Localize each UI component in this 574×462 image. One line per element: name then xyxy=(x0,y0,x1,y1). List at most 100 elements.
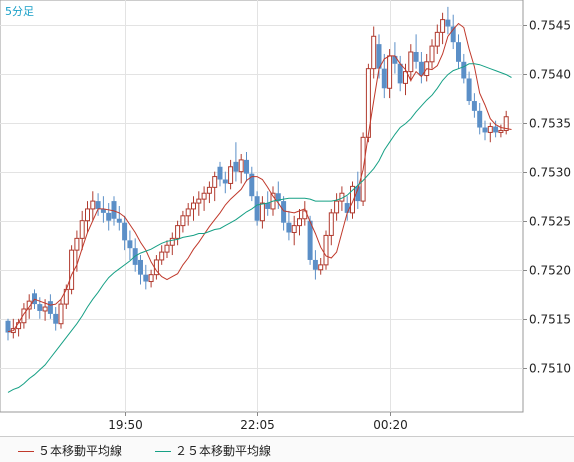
y-tick-label: 0.7535 xyxy=(529,117,571,131)
candle-body-down xyxy=(376,44,382,69)
candle-body-up xyxy=(206,186,212,194)
candle-body-down xyxy=(244,159,249,174)
candle-body-down xyxy=(445,19,451,27)
candle-body-down xyxy=(249,173,255,197)
candle-body-up xyxy=(148,274,154,283)
candle-body-up xyxy=(201,192,207,200)
x-tick-label: 00:20 xyxy=(373,418,408,432)
candle-body-up xyxy=(21,308,27,324)
candle-body-down xyxy=(138,259,143,275)
candle-body-up xyxy=(387,55,393,89)
candle-body-down xyxy=(233,161,239,172)
legend-ma25: ２５本移動平均線 xyxy=(155,442,271,459)
candle-body-up xyxy=(328,212,334,236)
candle-body-down xyxy=(222,179,228,184)
candle-body-down xyxy=(461,61,467,79)
candle-body-up xyxy=(503,116,509,131)
candle-body-down xyxy=(143,274,149,282)
candle-body-up xyxy=(297,218,302,227)
candle-body-up xyxy=(318,264,324,271)
candle-body-up xyxy=(238,159,244,173)
legend-ma5-swatch xyxy=(18,451,34,452)
candle-body-up xyxy=(85,208,90,222)
candle-body-up xyxy=(159,251,165,261)
candle-body-up xyxy=(69,249,75,290)
y-tick-label: 0.7540 xyxy=(529,68,571,82)
candle-body-up xyxy=(350,185,355,214)
candle-body-down xyxy=(53,313,59,324)
candle-body-up xyxy=(259,202,265,222)
candle-body-up xyxy=(26,300,32,310)
candle-body-down xyxy=(254,196,260,221)
candle-body-down xyxy=(381,68,387,89)
candle-body-up xyxy=(169,237,175,246)
candle-body-down xyxy=(477,110,483,128)
candle-body-up xyxy=(429,45,435,63)
candle-body-down xyxy=(466,78,472,102)
candle-body-up xyxy=(291,225,297,233)
candle-body-down xyxy=(286,222,292,233)
y-tick-label: 0.7525 xyxy=(529,215,571,229)
candle-body-down xyxy=(106,212,112,221)
y-tick-label: 0.7545 xyxy=(529,19,571,33)
candle-body-up xyxy=(498,129,504,133)
candle-body-up xyxy=(212,176,218,188)
candle-body-down xyxy=(100,208,106,213)
candle-body-down xyxy=(493,126,499,133)
candle-body-up xyxy=(74,237,80,251)
candle-body-down xyxy=(344,203,350,213)
candle-body-down xyxy=(265,203,271,209)
legend-ma5: ５本移動平均線 xyxy=(18,442,122,459)
timeframe-label: 5分足 xyxy=(5,5,34,18)
candle-body-down xyxy=(482,127,488,133)
candle-body-up xyxy=(487,126,493,133)
candle-body-down xyxy=(217,166,223,180)
candle-body-up xyxy=(323,234,329,266)
legend-ma25-swatch xyxy=(155,451,171,452)
candle-body-up xyxy=(164,244,170,253)
candle-body-down xyxy=(275,193,281,202)
y-tick-label: 0.7515 xyxy=(529,313,571,327)
candle-body-up xyxy=(196,198,202,204)
ma25-line xyxy=(7,63,512,393)
candlestick-chart: 0.7545 0.7540 0.7535 0.7530 0.7525 0.7520 0.75… xyxy=(0,0,571,432)
x-tick-label: 19:50 xyxy=(108,418,143,432)
candle-body-down xyxy=(95,201,101,209)
candle-body-up xyxy=(58,303,64,325)
y-tick-label: 0.7520 xyxy=(529,264,571,278)
candle-body-down xyxy=(47,301,53,314)
candle-body-up xyxy=(180,215,186,227)
candle-body-up xyxy=(334,200,340,214)
ma5-line xyxy=(7,22,512,333)
candle-body-up xyxy=(434,31,440,47)
candle-body-up xyxy=(90,200,96,210)
legend: ５本移動平均線 ２５本移動平均線 xyxy=(0,436,574,462)
candle-body-up xyxy=(403,71,408,84)
candle-body-up xyxy=(371,35,377,70)
candle-body-down xyxy=(37,304,43,311)
candle-body-down xyxy=(122,222,128,241)
candle-body-up xyxy=(42,306,48,312)
candle-body-down xyxy=(281,201,287,223)
candle-body-up xyxy=(440,19,446,33)
candle-body-down xyxy=(450,26,456,43)
candle-body-down xyxy=(413,51,419,62)
candle-body-down xyxy=(127,240,133,249)
candle-body-up xyxy=(185,208,191,217)
candle-body-up xyxy=(175,225,181,239)
candle-body-down xyxy=(392,55,398,64)
candle-body-up xyxy=(191,202,196,210)
candle-body-down xyxy=(355,186,361,202)
candle-body-down xyxy=(307,220,313,260)
candle-body-down xyxy=(397,63,403,84)
candle-body-down xyxy=(456,42,461,62)
candle-body-up xyxy=(408,51,414,73)
candle-body-up xyxy=(228,166,234,184)
legend-ma25-label: ２５本移動平均線 xyxy=(175,444,272,458)
y-tick-label: 0.7510 xyxy=(529,362,571,376)
candle-body-down xyxy=(312,259,318,270)
x-tick-label: 22:05 xyxy=(240,418,275,432)
legend-ma5-label: ５本移動平均線 xyxy=(38,444,123,458)
candle-body-down xyxy=(5,320,11,333)
